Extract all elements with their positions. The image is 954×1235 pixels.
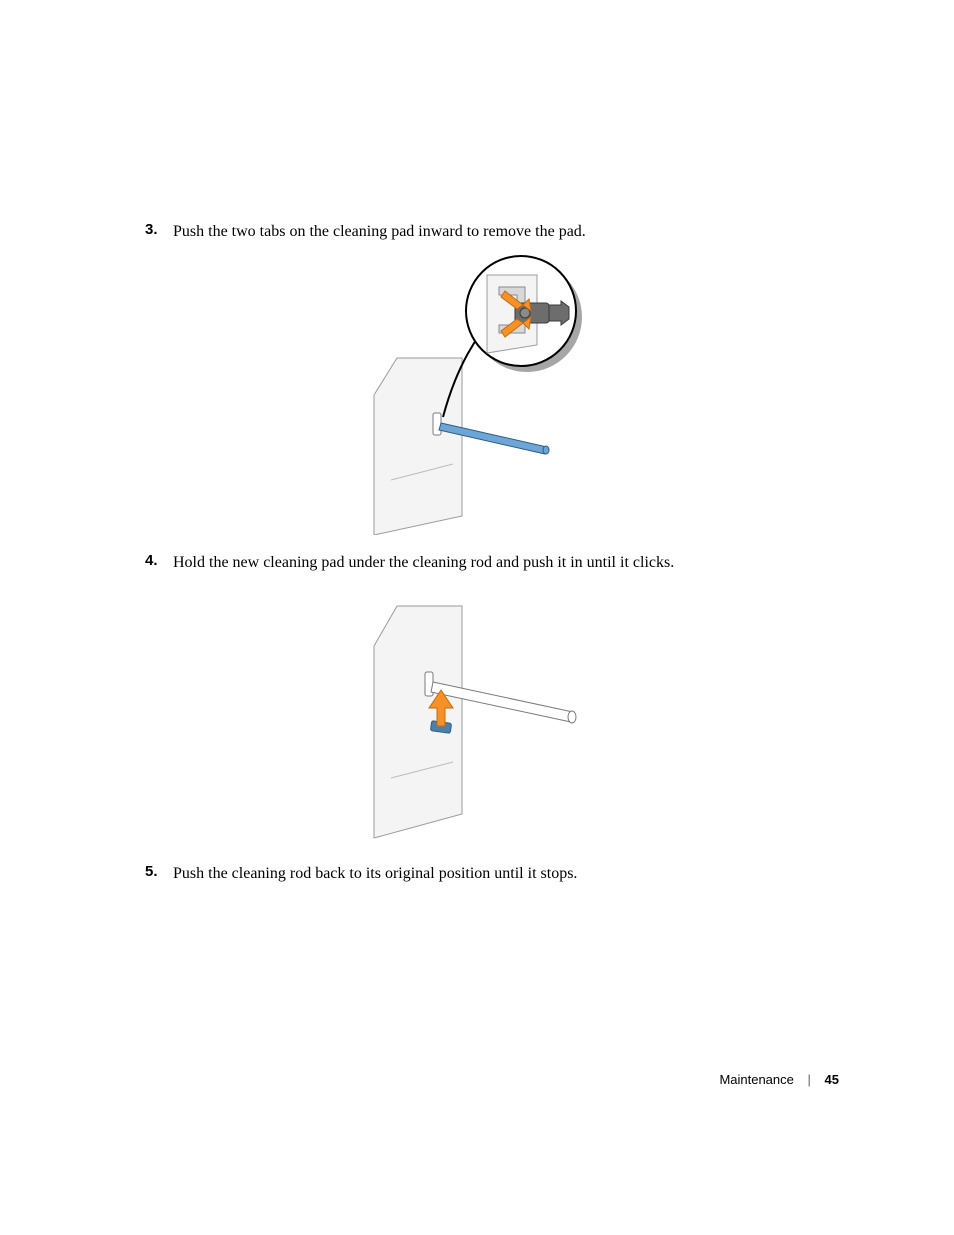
step-4: 4. Hold the new cleaning pad under the c…: [145, 552, 845, 574]
slot: [433, 413, 441, 435]
step-3-number: 3.: [145, 221, 169, 238]
figure-2: [0, 586, 954, 846]
step-4-text: Hold the new cleaning pad under the clea…: [173, 552, 674, 574]
page-footer: Maintenance | 45: [719, 1072, 839, 1087]
figure-2-svg: [347, 586, 607, 846]
rod-end: [543, 446, 549, 454]
step-3-text: Push the two tabs on the cleaning pad in…: [173, 221, 586, 243]
panel-back-2: [374, 606, 462, 838]
step-5-number: 5.: [145, 863, 169, 880]
figure-1: [0, 255, 954, 535]
figure-1-svg: [347, 255, 607, 535]
panel-back: [374, 358, 462, 535]
footer-page-number: 45: [825, 1072, 839, 1087]
page: 3. Push the two tabs on the cleaning pad…: [0, 0, 954, 1235]
step-4-number: 4.: [145, 552, 169, 569]
step-3: 3. Push the two tabs on the cleaning pad…: [145, 221, 845, 243]
rod-end-2: [568, 711, 576, 723]
step-5-text: Push the cleaning rod back to its origin…: [173, 863, 577, 885]
footer-separator: |: [808, 1072, 811, 1087]
footer-section: Maintenance: [719, 1072, 793, 1087]
callout-pad-prong: [549, 301, 569, 325]
step-5: 5. Push the cleaning rod back to its ori…: [145, 863, 845, 885]
